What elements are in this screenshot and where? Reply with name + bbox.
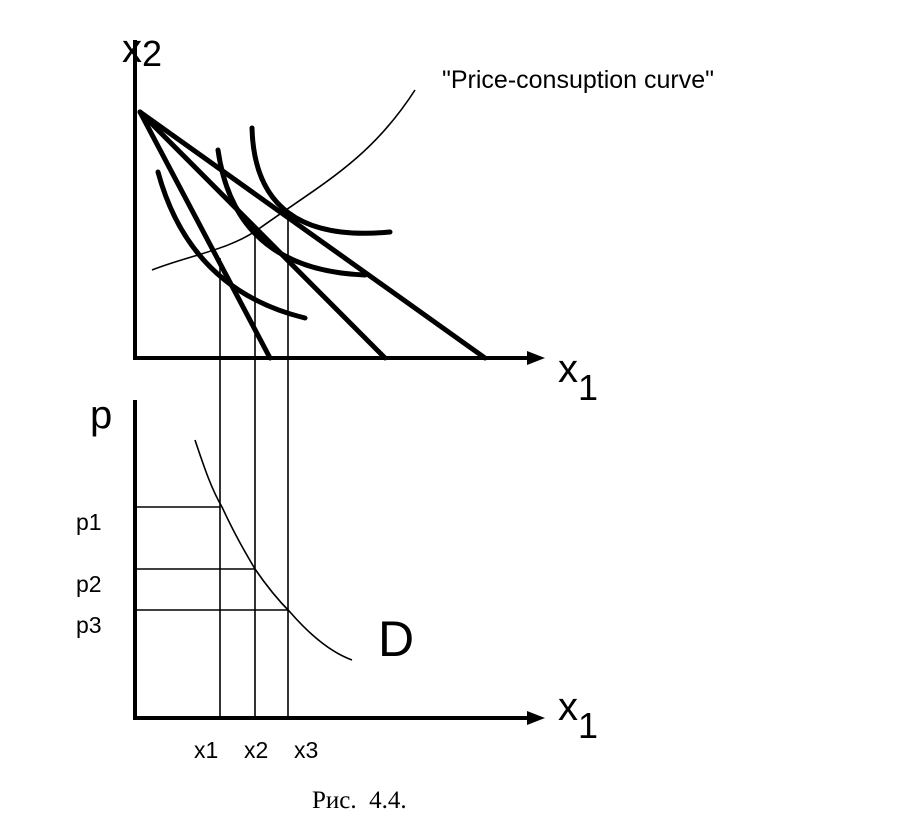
axis-label: p (90, 393, 112, 437)
price-label: p1 (76, 509, 102, 535)
label-sub: 2 (142, 33, 162, 74)
indifference-curve (249, 125, 393, 236)
label-base: x (558, 347, 578, 391)
budget-line (137, 109, 388, 361)
axis-label: x1 (558, 347, 598, 408)
demand-curve (194, 439, 353, 661)
price-consumption-curve (151, 89, 416, 271)
quantity-label: x3 (294, 737, 318, 763)
budget-line (137, 109, 273, 361)
caption: Рис. 4.4. (312, 787, 407, 814)
axis-label: x1 (558, 685, 598, 746)
quantity-label: x2 (244, 737, 268, 763)
budget-line (137, 109, 488, 361)
annotation: "Price-consuption curve" (442, 66, 714, 94)
label-base: x (122, 27, 142, 71)
axis-label: x2 (122, 27, 162, 74)
arrow (527, 711, 545, 725)
curve-label: D (378, 611, 414, 667)
indifference-curve (215, 147, 368, 278)
quantity-label: x1 (194, 737, 218, 763)
label-sub: 1 (578, 705, 598, 746)
label-base: x (558, 685, 578, 729)
indifference-curve (155, 169, 308, 321)
label-sub: 1 (578, 367, 598, 408)
price-label: p3 (76, 612, 102, 638)
price-label: p2 (76, 571, 102, 597)
arrow (527, 351, 545, 365)
